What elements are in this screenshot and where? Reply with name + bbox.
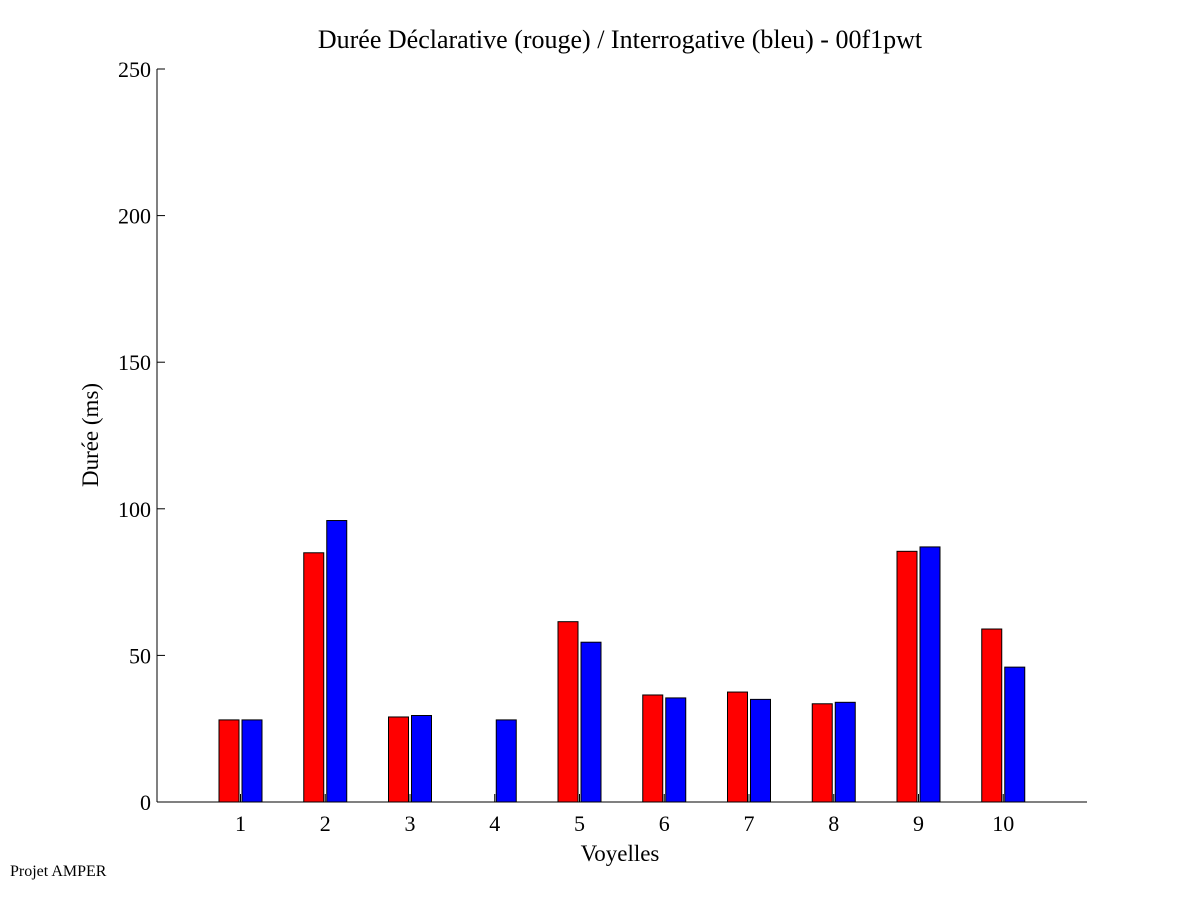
chart-title: Durée Déclarative (rouge) / Interrogativ… — [318, 25, 923, 54]
x-tick-label: 2 — [320, 811, 331, 836]
bar-declarative-1 — [218, 719, 240, 803]
bars-group — [218, 520, 1026, 803]
x-tick-label: 10 — [992, 811, 1014, 836]
bar-interrogative-1 — [241, 719, 263, 803]
bar-interrogative-9 — [919, 546, 941, 803]
y-tick-label: 150 — [118, 350, 151, 375]
y-tick-label: 100 — [118, 497, 151, 522]
x-tick-label: 6 — [659, 811, 670, 836]
x-tick-label: 4 — [489, 811, 500, 836]
y-tick-label: 200 — [118, 204, 151, 229]
y-axis-ticks: 0 50 100 150 200 250 — [118, 57, 165, 815]
bar-declarative-7 — [727, 691, 748, 803]
y-tick-label: 250 — [118, 57, 151, 82]
x-tick-label: 3 — [405, 811, 416, 836]
x-tick-label: 1 — [235, 811, 246, 836]
x-tick-label: 5 — [574, 811, 585, 836]
bar-declarative-5 — [557, 621, 579, 803]
y-axis-label: Durée (ms) — [78, 383, 103, 487]
bar-interrogative-8 — [834, 701, 856, 803]
x-axis-ticks: 1 2 3 4 5 6 7 8 9 10 — [235, 794, 1014, 836]
bar-interrogative-2 — [326, 520, 348, 803]
x-tick-label: 7 — [744, 811, 755, 836]
footer-credit: Projet AMPER — [10, 863, 107, 880]
bar-interrogative-4 — [495, 719, 517, 803]
x-tick-label: 8 — [828, 811, 839, 836]
bar-interrogative-10 — [1004, 666, 1026, 803]
bar-declarative-3 — [388, 716, 409, 803]
bar-interrogative-6 — [665, 697, 687, 803]
bar-declarative-8 — [811, 703, 833, 803]
bar-interrogative-3 — [411, 715, 432, 803]
bar-interrogative-5 — [580, 641, 602, 803]
y-tick-label: 50 — [129, 643, 151, 668]
bar-declarative-9 — [896, 550, 918, 803]
x-tick-label: 9 — [913, 811, 924, 836]
x-axis-label: Voyelles — [581, 841, 660, 866]
bar-declarative-6 — [642, 694, 664, 803]
bar-declarative-2 — [303, 552, 325, 803]
bar-interrogative-7 — [750, 698, 771, 803]
bar-declarative-10 — [981, 628, 1003, 803]
y-tick-label: 0 — [140, 790, 151, 815]
